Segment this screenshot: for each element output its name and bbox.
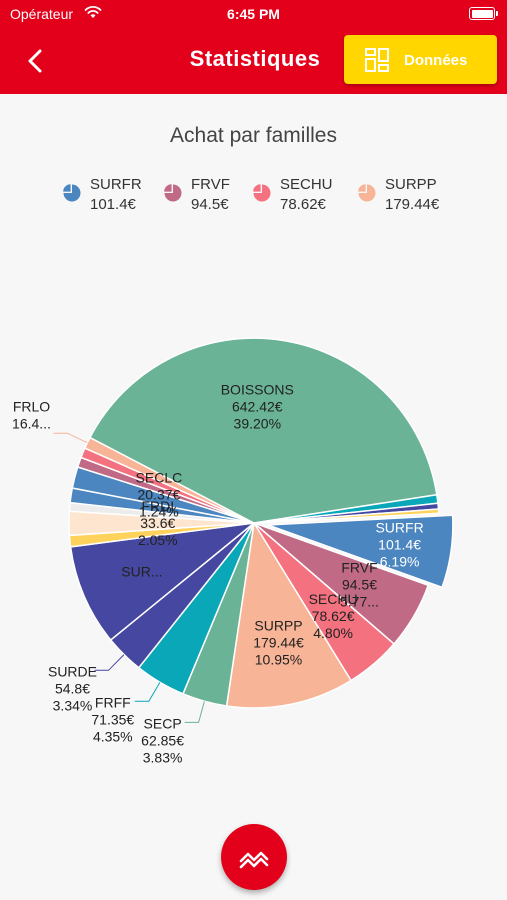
slice-label-surfr: SURFR 101.4€ 6.19% bbox=[375, 519, 423, 569]
slice-value: 101.4€ bbox=[378, 536, 421, 552]
slice-name: SECHU bbox=[309, 591, 358, 607]
carrier-label: Opérateur bbox=[10, 6, 74, 22]
leader-line-surde bbox=[94, 654, 125, 671]
slice-value: 94.5€ bbox=[342, 577, 377, 593]
slice-label-frvf: FRVF 94.5€ 5.77... bbox=[340, 560, 379, 610]
slice-percent: 6.19% bbox=[380, 553, 420, 569]
slice-label-surpp: SURPP 179.44€ 10.95% bbox=[253, 618, 304, 668]
slice-label-surde: SURDE 54.8€ 3.34% bbox=[48, 663, 97, 713]
legend-value: 101.4€ bbox=[90, 196, 136, 213]
slice-percent: 4.80% bbox=[313, 625, 353, 641]
legend-value: 78.62€ bbox=[280, 196, 326, 213]
pie-chart[interactable]: SURFR 101.4€ 6.19%FRVF 94.5€ 5.77...SECHU 78.… bbox=[0, 300, 507, 780]
slice-value: 642.42€ bbox=[232, 399, 283, 415]
legend-label: SURFR bbox=[90, 176, 142, 193]
leader-line-frlo bbox=[53, 432, 88, 444]
chart-title: Achat par familles bbox=[170, 124, 337, 147]
slice-percent: 10.95% bbox=[255, 652, 302, 668]
data-button-label: Données bbox=[404, 52, 468, 69]
slice-label-frlo: FRLO 16.4... bbox=[12, 399, 51, 432]
leader-line-frff bbox=[134, 682, 161, 702]
slice-percent: 39.20% bbox=[234, 416, 281, 432]
slice-name: FRVF bbox=[341, 560, 377, 576]
battery-icon bbox=[469, 7, 498, 20]
pie-icon bbox=[63, 184, 81, 202]
pie-slice-19[interactable] bbox=[253, 508, 440, 524]
pie-slice-sur[interactable] bbox=[69, 521, 257, 642]
slice-name: BOISSONS bbox=[221, 382, 294, 398]
clock: 6:45 PM bbox=[227, 6, 280, 22]
page-title: Statistiques bbox=[189, 46, 321, 71]
pie-slice-surfr[interactable] bbox=[267, 514, 454, 589]
slice-name: SUR... bbox=[121, 563, 162, 579]
slice-value: 62.85€ bbox=[141, 732, 184, 748]
pie-slice-boissons[interactable] bbox=[88, 337, 438, 524]
leader-line-secp bbox=[184, 701, 205, 723]
chart-legend: SURFR 101.4€ FRVF 94.5€ SECHU 78.62€ SUR… bbox=[0, 175, 507, 215]
slice-percent: 1.24% bbox=[139, 504, 179, 520]
slice-label-seclc: SECLC 20.37€ 1.24% bbox=[136, 470, 183, 520]
slice-name: SURFR bbox=[375, 519, 423, 535]
slice-value: 20.37€ bbox=[137, 487, 180, 503]
slice-percent: 5.77... bbox=[340, 594, 379, 610]
slice-percent: 3.83% bbox=[143, 749, 183, 765]
app-header: Statistiques Données bbox=[0, 28, 507, 94]
slice-value: 54.8€ bbox=[55, 680, 90, 696]
legend-label: SURPP bbox=[385, 176, 437, 193]
chevron-left-icon bbox=[28, 49, 42, 73]
slice-value: 71.35€ bbox=[91, 711, 134, 727]
legend-value: 179.44€ bbox=[385, 196, 440, 213]
slice-name: SECLC bbox=[136, 470, 183, 486]
slice-label-boissons: BOISSONS 642.42€ 39.20% bbox=[221, 382, 294, 432]
slice-name: SECP bbox=[144, 715, 182, 731]
slice-percent: 2.05% bbox=[138, 532, 178, 548]
slice-value: 16.4... bbox=[12, 416, 51, 432]
slice-percent: 4.35% bbox=[93, 728, 133, 744]
pie-icon bbox=[358, 184, 376, 202]
slice-value: 33.6€ bbox=[140, 515, 175, 531]
pie-icon bbox=[164, 184, 182, 202]
dashboard-grid-icon bbox=[365, 48, 389, 72]
slice-label-frdi: FRDI 33.6€ 2.05% bbox=[138, 498, 178, 548]
legend-label: SECHU bbox=[280, 176, 333, 193]
slice-value: 78.62€ bbox=[312, 608, 355, 624]
slice-value: 179.44€ bbox=[253, 635, 304, 651]
back-button[interactable] bbox=[18, 43, 54, 79]
status-bar: Opérateur 6:45 PM bbox=[0, 0, 507, 28]
slice-label-sechu: SECHU 78.62€ 4.80% bbox=[309, 591, 358, 641]
data-button[interactable]: Données bbox=[344, 35, 497, 84]
slice-name: SURDE bbox=[48, 663, 97, 679]
slice-label-frff: FRFF 71.35€ 4.35% bbox=[91, 694, 134, 744]
slice-percent: 3.34% bbox=[53, 697, 93, 713]
legend-label: FRVF bbox=[191, 176, 230, 193]
slice-name: FRLO bbox=[13, 399, 50, 415]
wifi-icon bbox=[84, 6, 102, 18]
slice-name: FRFF bbox=[95, 694, 131, 710]
chart-toggle-button[interactable] bbox=[221, 824, 287, 890]
legend-value: 94.5€ bbox=[191, 196, 229, 213]
pie-icon bbox=[253, 184, 271, 202]
trend-chart-icon bbox=[239, 851, 269, 869]
slice-name: FRDI bbox=[141, 498, 174, 514]
pie-slice-surpp[interactable] bbox=[225, 520, 353, 709]
slice-label-secp: SECP 62.85€ 3.83% bbox=[141, 715, 184, 765]
slice-name: SURPP bbox=[254, 618, 302, 634]
slice-label-sur: SUR... bbox=[121, 563, 162, 579]
